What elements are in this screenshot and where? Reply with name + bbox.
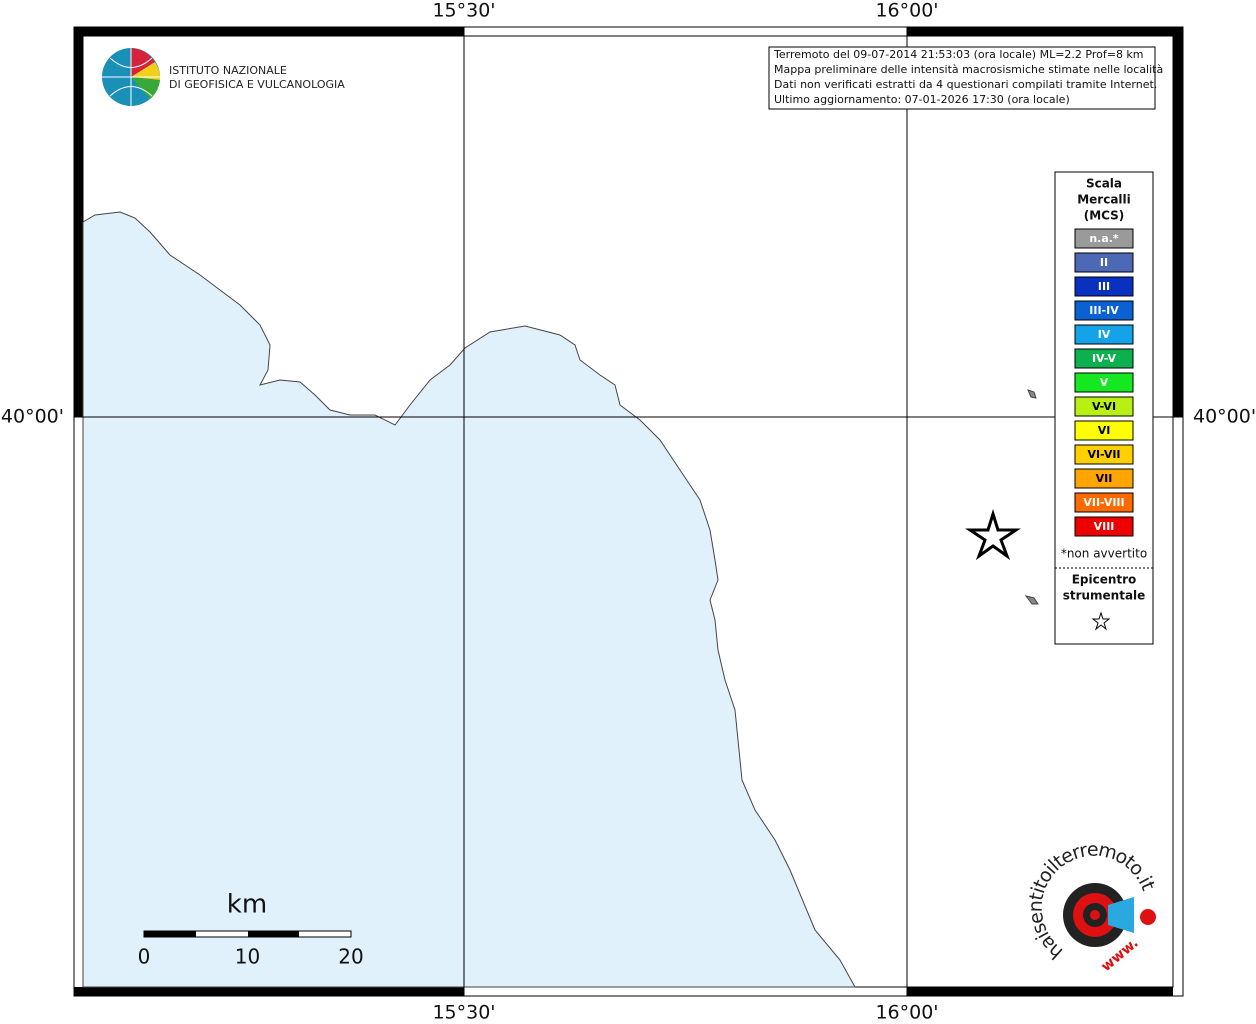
legend-epicenter: Epicentro xyxy=(1072,573,1137,587)
legend-swatch xyxy=(1074,276,1134,297)
logo-text: DI GEOFISICA E VULCANOLOGIA xyxy=(169,78,345,91)
sea xyxy=(82,211,856,988)
legend-label: n.a.* xyxy=(1089,232,1119,245)
epicenter-star xyxy=(965,508,1021,561)
ingv-logo: ISTITUTO NAZIONALE DI GEOFISICA E VULCAN… xyxy=(102,48,345,106)
legend-label: VII-VIII xyxy=(1083,496,1124,509)
lat-label: 40°00' xyxy=(1193,406,1256,428)
logo-segment xyxy=(131,77,160,99)
frame-bar xyxy=(1173,27,1183,417)
frame-bar xyxy=(907,27,1183,36)
logo-lines xyxy=(102,48,160,106)
frame-bar xyxy=(74,27,464,36)
scale-unit: km xyxy=(227,890,267,920)
frame-bar xyxy=(74,987,464,996)
logo-segment xyxy=(131,48,155,77)
legend-label: III-IV xyxy=(1089,304,1119,317)
info-text: Terremoto del 09-07-2014 21:53:03 (ora l… xyxy=(773,48,1163,106)
lon-label: 15°30' xyxy=(432,1002,495,1024)
legend-title: Mercalli xyxy=(1077,193,1131,207)
lon-label: 16°00' xyxy=(875,1002,938,1024)
scale-label: 20 xyxy=(338,945,363,969)
legend-label: VIII xyxy=(1094,520,1115,533)
legend-swatch xyxy=(1074,228,1134,249)
badge-dot xyxy=(1140,909,1156,925)
scale-label: 10 xyxy=(235,945,260,969)
legend-label: VI-VII xyxy=(1087,448,1120,461)
legend: ScalaMercalli(MCS)n.a.*IIIIIIII-IVIVIV-V… xyxy=(1061,177,1147,603)
lon-label: 15°30' xyxy=(432,0,495,22)
legend-epicenter: strumentale xyxy=(1063,589,1146,603)
lat-label: 40°00' xyxy=(1,406,64,428)
legend-label: II xyxy=(1100,256,1108,269)
legend-note: *non avvertito xyxy=(1061,547,1147,561)
frame-bar xyxy=(74,27,83,417)
scale-segment xyxy=(248,931,299,937)
legend-swatch xyxy=(1074,420,1134,441)
legend-label: V xyxy=(1100,376,1109,389)
frame-bar xyxy=(907,987,1173,996)
legend-label: VII xyxy=(1096,472,1113,485)
legend-title: (MCS) xyxy=(1084,209,1125,223)
info-box xyxy=(768,46,1156,110)
info-line: Ultimo aggiornamento: 07-01-2026 17:30 (… xyxy=(774,93,1070,106)
legend-swatch xyxy=(1074,300,1134,321)
info-line: Dati non verificati estratti da 4 questi… xyxy=(774,78,1157,91)
legend-label: III xyxy=(1098,280,1110,293)
legend-label: VI xyxy=(1098,424,1111,437)
islet xyxy=(1024,389,1039,605)
info-line: Mappa preliminare delle intensità macros… xyxy=(774,63,1163,76)
scale-bar: km 0 10 20 xyxy=(138,890,364,969)
legend-swatch xyxy=(1074,324,1134,345)
legend-swatch xyxy=(1074,468,1134,489)
legend-swatch xyxy=(1074,372,1134,393)
graticule xyxy=(74,27,1183,996)
info-line: Terremoto del 09-07-2014 21:53:03 (ora l… xyxy=(773,48,1144,61)
frame-bars xyxy=(74,27,1183,996)
legend-label: IV xyxy=(1098,328,1111,341)
legend-swatch xyxy=(1074,348,1134,369)
scale-label: 0 xyxy=(138,945,151,969)
badge-cone xyxy=(1108,897,1134,933)
logo-text: ISTITUTO NAZIONALE xyxy=(169,64,287,77)
legend-swatch xyxy=(1074,516,1134,537)
legend-title: Scala xyxy=(1086,177,1122,191)
legend-swatch xyxy=(1074,492,1134,513)
legend-label: V-VI xyxy=(1092,400,1116,413)
legend-label: IV-V xyxy=(1092,352,1117,365)
lon-label: 16°00' xyxy=(875,0,938,22)
scale-segment xyxy=(144,931,196,937)
legend-swatch xyxy=(1074,444,1134,465)
logo-segment xyxy=(131,62,161,80)
badge-ring xyxy=(1090,910,1100,920)
legend-star xyxy=(1091,611,1111,631)
legend-swatch xyxy=(1074,252,1134,273)
legend-swatch xyxy=(1074,396,1134,417)
